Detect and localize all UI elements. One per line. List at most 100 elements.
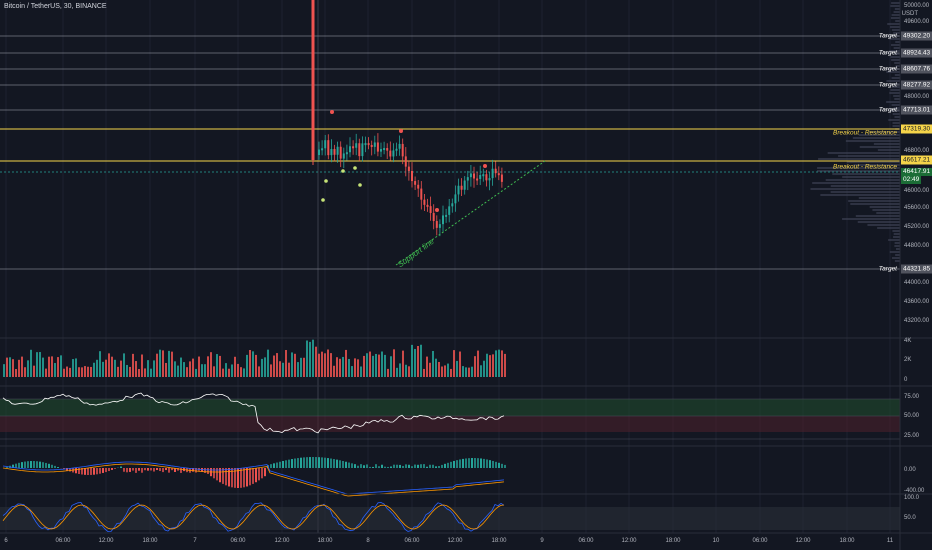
volume-bar (291, 352, 293, 377)
macd-histogram-bar (102, 468, 104, 473)
volume-bar (318, 353, 320, 377)
volume-bar (402, 350, 404, 377)
volume-bar (432, 350, 434, 377)
candle-body (426, 204, 429, 207)
macd-histogram-bar (129, 468, 131, 472)
time-tick: 12:00 (621, 538, 637, 544)
volume-profile-bar (816, 170, 900, 172)
macd-histogram-bar (432, 464, 434, 468)
volume-bar (342, 356, 344, 377)
candle-body (327, 140, 330, 156)
candle-body (451, 203, 454, 207)
volume-profile-bar (855, 215, 900, 217)
candle-body (383, 148, 386, 151)
macd-histogram-bar (312, 457, 314, 468)
macd-histogram-bar (315, 457, 317, 468)
volume-bar (429, 362, 431, 377)
volume-profile-bar (887, 23, 900, 25)
macd-tick: -400.00 (904, 488, 925, 494)
volume-bar (348, 358, 350, 377)
candle-body (321, 148, 324, 151)
macd-histogram-bar (363, 465, 365, 468)
volume-profile-bar (842, 176, 900, 178)
volume-bar (45, 368, 47, 377)
candle-body (376, 142, 379, 152)
volume-profile-bar (894, 98, 900, 100)
time-tick: 6 (4, 538, 8, 544)
macd-histogram-bar (159, 468, 161, 472)
macd-histogram-bar (342, 461, 344, 468)
candle-body (482, 174, 485, 177)
signal-dot (358, 183, 362, 187)
volume-bar (12, 359, 14, 377)
volume-profile-bar (894, 242, 900, 244)
volume-bar (369, 351, 371, 377)
macd-histogram-bar (147, 468, 149, 471)
volume-profile-bar (893, 32, 900, 34)
target-label: Target (878, 32, 897, 40)
volume-bar (69, 367, 71, 377)
volume-profile-bar (827, 152, 900, 154)
volume-profile-bar (820, 194, 900, 196)
volume-bar (210, 352, 212, 377)
volume-bar (18, 359, 20, 377)
volume-bar (180, 357, 182, 377)
volume-bar (105, 359, 107, 377)
macd-histogram-bar (165, 468, 167, 471)
volume-profile-bar (894, 245, 900, 247)
volume-bar (138, 368, 140, 377)
price-tick: 49600.00 (904, 19, 930, 25)
volume-bar (315, 346, 317, 377)
volume-profile-bar (877, 149, 900, 151)
macd-histogram-bar (252, 468, 254, 484)
macd-histogram-bar (42, 462, 44, 468)
macd-histogram-bar (84, 468, 86, 475)
volume-profile-bar (892, 230, 900, 232)
volume-bar (471, 366, 473, 377)
volume-profile-bar (893, 95, 900, 97)
volume-bar (396, 367, 398, 377)
candle-body (352, 146, 355, 149)
candle-body (491, 168, 494, 179)
candle-body (336, 146, 339, 155)
macd-histogram-bar (465, 458, 467, 468)
candle-body (417, 184, 420, 189)
macd-histogram-bar (279, 461, 281, 468)
volume-bar (162, 350, 164, 377)
volume-bar (126, 364, 128, 377)
signal-dot (483, 164, 487, 168)
volume-bar (345, 349, 347, 377)
volume-bar (363, 355, 365, 377)
volume-profile-bar (838, 155, 900, 157)
volume-bar (30, 349, 32, 377)
countdown-tag: 02:49 (901, 176, 922, 184)
time-tick: 8 (366, 538, 370, 544)
volume-bar (198, 356, 200, 377)
macd-histogram-bar (285, 460, 287, 468)
volume-profile-bar (890, 89, 900, 91)
volume-bar (63, 368, 65, 377)
volume-bar (462, 366, 464, 377)
volume-profile-bar (892, 125, 900, 127)
volume-bar (90, 366, 92, 377)
rsi-tick: 75.00 (904, 394, 920, 400)
volume-bar (237, 363, 239, 377)
volume-profile-bar (889, 92, 900, 94)
candle-body (330, 149, 333, 156)
volume-bar (42, 357, 44, 377)
macd-histogram-bar (234, 468, 236, 488)
symbol-title[interactable]: Bitcoin / TetherUS, 30, BINANCE (4, 3, 107, 10)
macd-histogram-bar (423, 464, 425, 468)
volume-bar (441, 366, 443, 377)
signal-dot (341, 169, 345, 173)
macd-histogram-bar (447, 462, 449, 468)
time-tick: 18:00 (839, 538, 855, 544)
volume-bar (246, 354, 248, 377)
volume-profile-bar (893, 233, 900, 235)
volume-bar (438, 361, 440, 377)
macd-histogram-bar (93, 468, 95, 475)
volume-profile-bar (894, 260, 900, 262)
volume-bar (6, 357, 8, 377)
volume-profile-bar (891, 257, 900, 259)
